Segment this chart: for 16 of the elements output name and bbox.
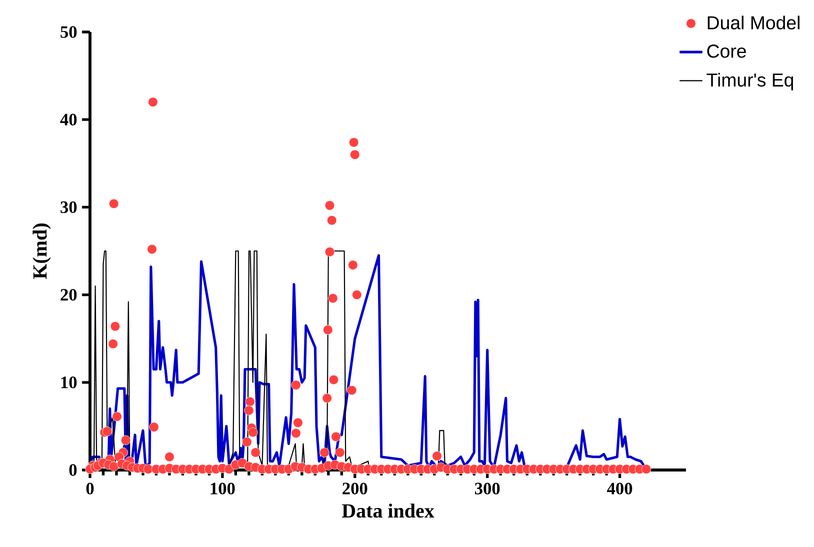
y-tick-label: 0 (69, 464, 77, 476)
y-tick-label: 10 (61, 376, 77, 388)
y-tick-label: 50 (60, 26, 77, 38)
legend-label: Core (707, 44, 746, 58)
y-axis-title: K(md) (32, 224, 51, 279)
legend-label: Dual Model (708, 16, 800, 30)
x-tick-label: 300 (474, 482, 500, 494)
y-tick-label: 30 (60, 201, 77, 214)
y-tick-label: 40 (60, 114, 77, 126)
x-axis-title: Data index (342, 504, 434, 518)
x-tick-label: 400 (607, 482, 632, 494)
y-tick-label: 20 (60, 288, 77, 301)
x-tick-label: 0 (86, 482, 94, 494)
x-tick-label: 100 (210, 482, 235, 494)
x-tick-label: 200 (342, 482, 368, 494)
legend-label: Timur's Eq (706, 72, 794, 90)
